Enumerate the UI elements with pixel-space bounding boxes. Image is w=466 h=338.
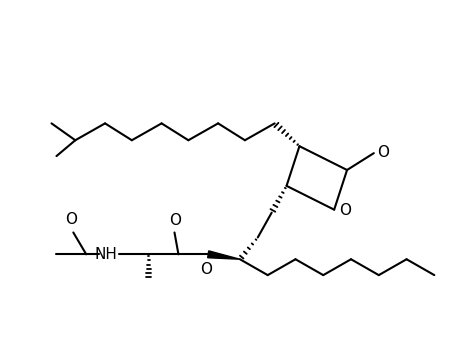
Polygon shape <box>208 251 240 259</box>
Text: O: O <box>200 262 212 277</box>
Text: O: O <box>65 212 77 226</box>
Text: O: O <box>339 203 351 218</box>
Text: O: O <box>377 145 389 160</box>
Text: NH: NH <box>94 247 117 262</box>
Text: O: O <box>170 213 181 227</box>
